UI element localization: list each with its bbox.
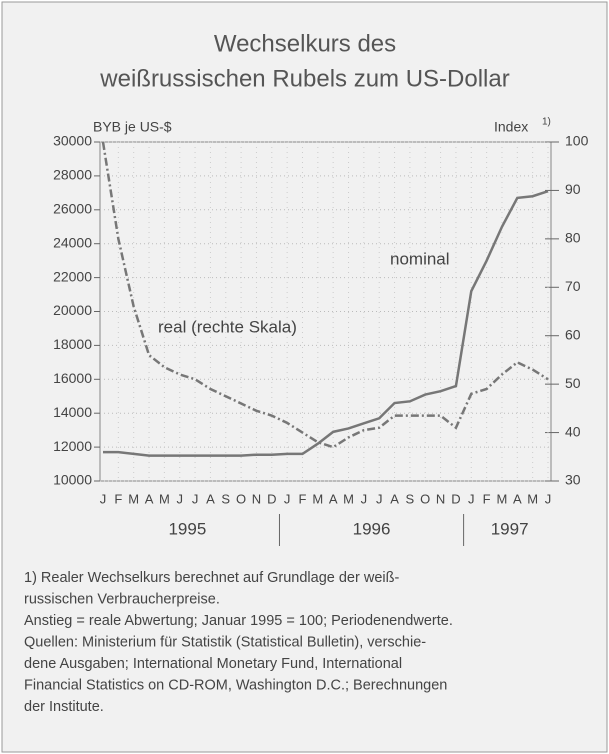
series-label: real (rechte Skala) bbox=[158, 317, 297, 336]
x-tick-label: M bbox=[312, 491, 323, 506]
footnote: Anstieg = reale Abwertung; Januar 1995 =… bbox=[24, 613, 453, 629]
footnote: der Institute. bbox=[24, 699, 104, 715]
y-tick-label: 24000 bbox=[53, 234, 92, 250]
x-tick-label: S bbox=[406, 491, 415, 506]
x-tick-label: F bbox=[483, 491, 491, 506]
y2-tick-label: 80 bbox=[565, 230, 581, 246]
x-tick-label: N bbox=[436, 491, 445, 506]
footnote: russischen Verbraucherpreise. bbox=[24, 591, 220, 607]
y-tick-label: 16000 bbox=[53, 370, 92, 386]
x-tick-label: A bbox=[390, 491, 399, 506]
x-tick-label: M bbox=[128, 491, 139, 506]
y2-axis-label: Index bbox=[494, 119, 528, 135]
y2-tick-label: 30 bbox=[565, 472, 581, 488]
x-tick-label: N bbox=[252, 491, 261, 506]
y-tick-label: 20000 bbox=[53, 302, 92, 318]
year-label: 1996 bbox=[353, 519, 391, 538]
y-tick-label: 10000 bbox=[53, 472, 92, 488]
y-tick-label: 18000 bbox=[53, 336, 92, 352]
year-label: 1995 bbox=[168, 519, 206, 538]
x-tick-label: J bbox=[545, 491, 552, 506]
x-tick-label: O bbox=[236, 491, 246, 506]
y2-tick-label: 60 bbox=[565, 326, 581, 342]
series-line bbox=[101, 141, 549, 449]
y-axis-label: BYB je US-$ bbox=[93, 119, 172, 135]
x-tick-label: A bbox=[206, 491, 215, 506]
x-tick-label: J bbox=[468, 491, 475, 506]
x-tick-label: J bbox=[176, 491, 183, 506]
x-tick-label: S bbox=[221, 491, 230, 506]
y-tick-label: 28000 bbox=[53, 167, 92, 183]
year-label: 1997 bbox=[491, 519, 529, 538]
x-tick-label: F bbox=[114, 491, 122, 506]
series-label: nominal bbox=[390, 249, 450, 268]
y-tick-label: 26000 bbox=[53, 201, 92, 217]
x-tick-label: J bbox=[284, 491, 291, 506]
x-tick-label: A bbox=[145, 491, 154, 506]
y2-tick-label: 40 bbox=[565, 423, 581, 439]
footnote: 1) Realer Wechselkurs berechnet auf Grun… bbox=[24, 570, 399, 586]
x-tick-label: D bbox=[267, 491, 276, 506]
chart-title: Wechselkurs des bbox=[214, 30, 396, 57]
y2-axis-note: 1) bbox=[542, 117, 551, 128]
x-tick-label: M bbox=[497, 491, 508, 506]
y2-tick-label: 90 bbox=[565, 181, 581, 197]
chart-title: weißrussischen Rubels zum US-Dollar bbox=[99, 65, 509, 92]
y-tick-label: 22000 bbox=[53, 268, 92, 284]
y-tick-label: 30000 bbox=[53, 133, 92, 149]
x-tick-label: A bbox=[513, 491, 522, 506]
x-tick-label: D bbox=[451, 491, 460, 506]
y2-tick-label: 70 bbox=[565, 278, 581, 294]
footnote: dene Ausgaben; International Monetary Fu… bbox=[24, 656, 402, 672]
x-tick-label: J bbox=[376, 491, 383, 506]
x-tick-label: J bbox=[100, 491, 107, 506]
y-tick-label: 12000 bbox=[53, 438, 92, 454]
x-tick-label: J bbox=[192, 491, 199, 506]
x-tick-label: M bbox=[159, 491, 170, 506]
x-tick-label: A bbox=[329, 491, 338, 506]
y2-tick-label: 50 bbox=[565, 375, 581, 391]
x-tick-label: M bbox=[343, 491, 354, 506]
x-tick-label: M bbox=[527, 491, 538, 506]
series-line bbox=[103, 189, 549, 457]
y-tick-label: 14000 bbox=[53, 404, 92, 420]
y2-tick-label: 100 bbox=[565, 133, 589, 149]
x-tick-label: J bbox=[361, 491, 368, 506]
footnote: Financial Statistics on CD-ROM, Washingt… bbox=[24, 677, 447, 693]
footnote: Quellen: Ministerium für Statistik (Stat… bbox=[24, 634, 426, 650]
x-tick-label: O bbox=[420, 491, 430, 506]
x-tick-label: F bbox=[299, 491, 307, 506]
